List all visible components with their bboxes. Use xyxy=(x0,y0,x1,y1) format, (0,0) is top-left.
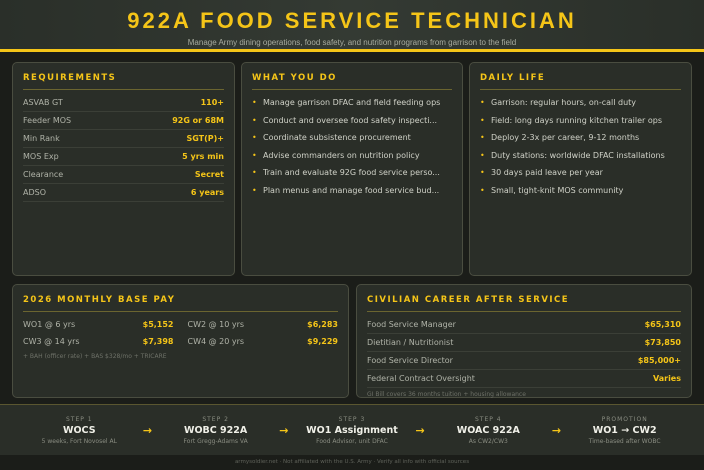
step-label: STEP 1 xyxy=(65,415,93,423)
arrow-right-icon: → xyxy=(551,423,562,437)
row-label: MOS Exp xyxy=(23,152,59,161)
pay-card: 2026 MONTHLY BASE PAY WO1 @ 6 yrs $5,152 C… xyxy=(12,284,349,398)
info-row: ADSO 6 years xyxy=(23,184,224,202)
list-item: Train and evaluate 92G food service pers… xyxy=(252,164,452,182)
list-item: Small, tight-knit MOS community xyxy=(480,182,681,200)
row-label: ADSO xyxy=(23,188,47,197)
daily-life-card: DAILY LIFE Garrison: regular hours, on-c… xyxy=(469,62,692,276)
row-label: Min Rank xyxy=(23,134,60,143)
list-item: Plan menus and manage food service bud..… xyxy=(252,182,452,200)
pay-note: + BAH (officer rate) + BAS $328/mo + TRI… xyxy=(23,353,167,360)
row-value: $85,000+ xyxy=(637,356,681,365)
step-detail: 5 weeks, Fort Novosel AL xyxy=(41,437,117,445)
row-label: Clearance xyxy=(23,170,64,179)
card-title: REQUIREMENTS xyxy=(23,73,224,90)
row-label: CW2 @ 10 yrs xyxy=(187,320,245,329)
career-step: PROMOTION WO1 → CW2 Time-based after WOBC xyxy=(570,416,680,445)
info-row: ASVAB GT 110+ xyxy=(23,94,224,112)
step-label: STEP 3 xyxy=(338,415,366,423)
list-item: Garrison: regular hours, on-call duty xyxy=(480,94,681,112)
civilian-note: GI Bill covers 36 months tuition + housi… xyxy=(367,391,526,398)
header: 922A FOOD SERVICE TECHNICIAN Manage Army… xyxy=(0,0,704,52)
step-name: WO1 Assignment xyxy=(306,424,398,436)
info-row: Food Service Director $85,000+ xyxy=(367,352,681,370)
step-detail: Time-based after WOBC xyxy=(588,437,661,445)
row-label: CW3 @ 14 yrs xyxy=(23,337,80,346)
row-value: $5,152 xyxy=(142,320,174,329)
list-item: Conduct and oversee food safety inspecti… xyxy=(252,112,452,130)
step-detail: Food Advisor, unit DFAC xyxy=(316,437,388,445)
step-name: WO1 → CW2 xyxy=(592,424,657,436)
info-row: WO1 @ 6 yrs $5,152 xyxy=(23,316,174,333)
list-item: 30 days paid leave per year xyxy=(480,164,681,182)
row-label: ASVAB GT xyxy=(23,98,63,107)
footer: armysoldier.net · Not affiliated with th… xyxy=(234,459,470,465)
row-value: $9,229 xyxy=(307,337,338,346)
step-label: STEP 2 xyxy=(202,415,229,423)
step-label: PROMOTION xyxy=(601,415,648,423)
step-name: WOCS xyxy=(63,424,96,436)
career-step: STEP 2 WOBC 922A Fort Gregg-Adams VA xyxy=(161,416,271,445)
row-label: Dietitian / Nutritionist xyxy=(367,338,454,347)
row-value: $73,850 xyxy=(644,338,681,347)
step-detail: Fort Gregg-Adams VA xyxy=(183,437,248,445)
arrow-right-icon: → xyxy=(279,423,289,437)
info-row: Feeder MOS 92G or 68M xyxy=(23,112,224,130)
row-value: Secret xyxy=(194,170,224,179)
info-row: CW4 @ 20 yrs $9,229 xyxy=(188,333,339,350)
row-value: 110+ xyxy=(200,98,224,107)
career-path: STEP 1 WOCS 5 weeks, Fort Novosel AL → STEP … xyxy=(0,404,704,455)
step-name: WOAC 922A xyxy=(456,424,520,436)
what-you-do-card: WHAT YOU DO Manage garrison DFAC and fie… xyxy=(241,62,463,276)
info-row: Min Rank SGT(P)+ xyxy=(23,130,224,148)
row-value: $65,310 xyxy=(644,320,681,329)
info-row: Clearance Secret xyxy=(23,166,224,184)
row-label: WO1 @ 6 yrs xyxy=(23,320,76,329)
row-label: Food Service Manager xyxy=(367,320,456,329)
info-row: CW2 @ 10 yrs $6,283 xyxy=(188,316,339,333)
step-name: WOBC 922A xyxy=(183,424,248,436)
list-item: Manage garrison DFAC and field feeding o… xyxy=(252,94,452,112)
list-item: Deploy 2-3x per career, 9-12 months xyxy=(480,129,681,147)
arrow-right-icon: → xyxy=(415,423,425,437)
info-row: CW3 @ 14 yrs $7,398 xyxy=(23,333,174,350)
step-label: STEP 4 xyxy=(475,415,502,423)
info-row: Federal Contract Oversight Varies xyxy=(367,370,681,388)
info-row: Dietitian / Nutritionist $73,850 xyxy=(367,334,681,352)
list-item: Duty stations: worldwide DFAC installati… xyxy=(480,147,681,165)
civilian-card: CIVILIAN CAREER AFTER SERVICE Food Servi… xyxy=(356,284,692,398)
career-step: STEP 3 WO1 Assignment Food Advisor, unit D… xyxy=(297,416,407,445)
info-row: Food Service Manager $65,310 xyxy=(367,316,681,334)
list-item: Advise commanders on nutrition policy xyxy=(252,147,452,165)
career-step: STEP 4 WOAC 922A As CW2/CW3 xyxy=(433,416,543,445)
card-title: WHAT YOU DO xyxy=(252,73,452,90)
page-subtitle: Manage Army dining operations, food safe… xyxy=(187,38,517,47)
row-label: Feeder MOS xyxy=(23,116,72,125)
row-value: 5 yrs min xyxy=(182,152,224,161)
row-value: Varies xyxy=(652,374,681,383)
row-value: $6,283 xyxy=(307,320,338,329)
row-value: $7,398 xyxy=(142,337,174,346)
card-title: CIVILIAN CAREER AFTER SERVICE xyxy=(367,295,681,312)
row-value: 6 years xyxy=(190,188,224,197)
list-item: Coordinate subsistence procurement xyxy=(252,129,452,147)
row-label: CW4 @ 20 yrs xyxy=(187,337,245,346)
info-row: MOS Exp 5 yrs min xyxy=(23,148,224,166)
row-label: Federal Contract Oversight xyxy=(367,374,475,383)
list-item: Field: long days running kitchen trailer… xyxy=(480,112,681,130)
card-title: DAILY LIFE xyxy=(480,73,681,90)
career-step: STEP 1 WOCS 5 weeks, Fort Novosel AL xyxy=(24,416,134,445)
arrow-right-icon: → xyxy=(142,423,153,437)
step-detail: As CW2/CW3 xyxy=(468,437,508,445)
row-value: SGT(P)+ xyxy=(186,134,224,143)
card-title: 2026 MONTHLY BASE PAY xyxy=(23,295,338,312)
page-title: 922A FOOD SERVICE TECHNICIAN xyxy=(127,8,577,33)
requirements-card: REQUIREMENTS ASVAB GT 110+ Feeder MOS 92G o… xyxy=(12,62,235,276)
row-value: 92G or 68M xyxy=(172,116,224,125)
row-label: Food Service Director xyxy=(367,356,453,365)
